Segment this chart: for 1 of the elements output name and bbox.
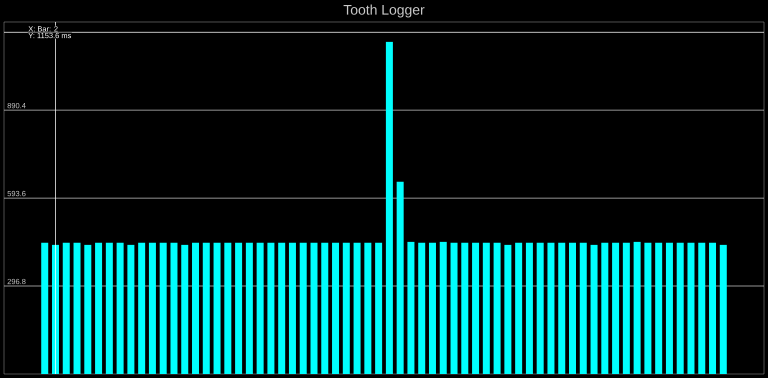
chart-title: Tooth Logger <box>344 4 424 18</box>
